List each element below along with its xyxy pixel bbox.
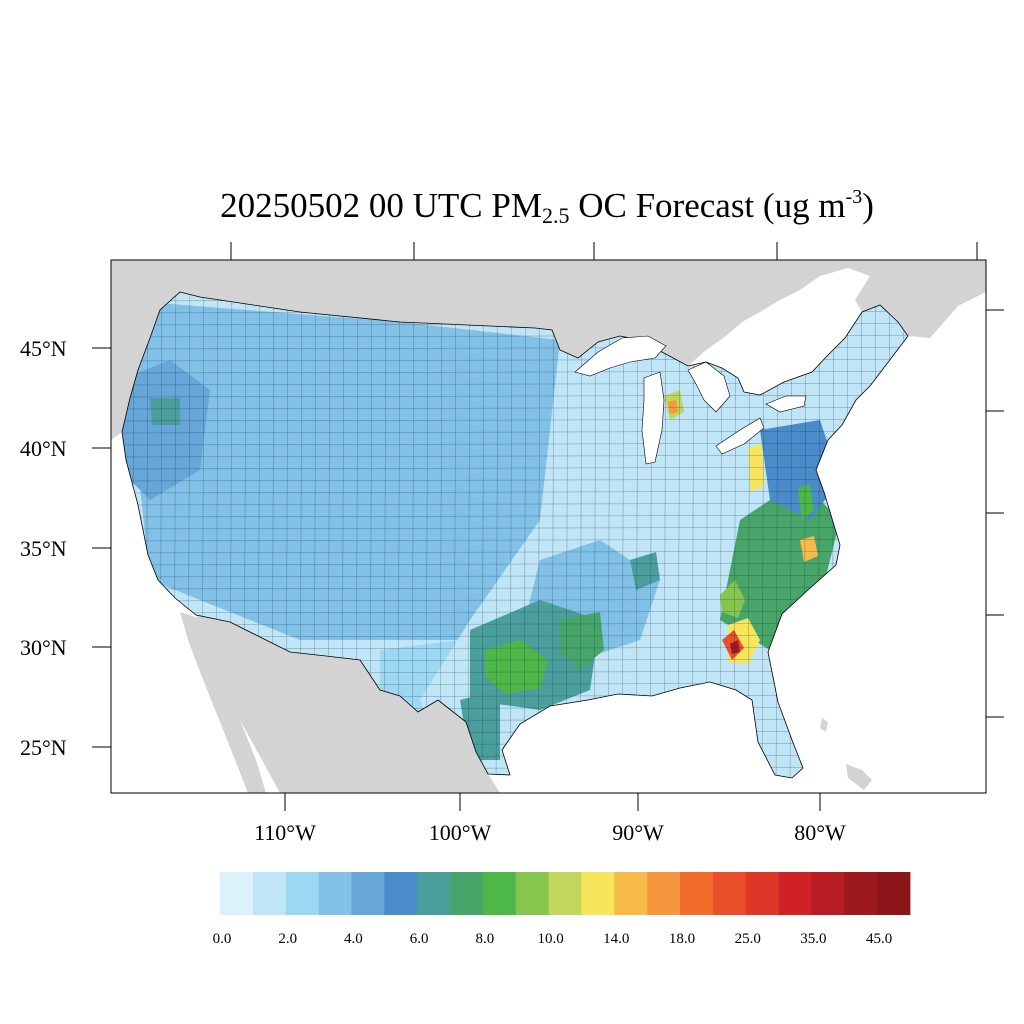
colorbar-labels: 0.0 2.0 4.0 6.0 8.0 10.0 14.0 18.0 25.0 35.0 45.0	[213, 931, 893, 947]
mexico-landmass	[196, 615, 500, 793]
title-middle: OC Forecast (ug m	[569, 186, 846, 225]
lon-label-80w: 80°W	[794, 820, 846, 845]
colorbar-label-0: 0.0	[213, 931, 232, 947]
colorbar-label-1: 2.0	[278, 931, 297, 947]
concentration-zone-20	[560, 612, 604, 670]
lake-ontario	[765, 395, 807, 413]
colorbar-swatch-13	[647, 872, 681, 915]
colorbar-swatch-1	[252, 872, 287, 915]
baja-peninsula	[180, 612, 266, 793]
colorbar-swatch-20	[877, 872, 911, 915]
concentration-zone-11	[720, 580, 745, 618]
colorbar-swatch-0	[220, 872, 254, 915]
colorbar-swatch-18	[811, 872, 845, 915]
lon-label-90w: 90°W	[612, 820, 664, 845]
colorbar-swatch-7	[450, 872, 484, 915]
colorbar-swatch-5	[384, 872, 418, 915]
cuba-island	[846, 764, 872, 790]
colorbar-label-10: 45.0	[866, 931, 892, 947]
colorbar-swatch-16	[745, 872, 779, 915]
bahamas-islands	[820, 718, 828, 732]
colorbar-swatch-14	[680, 872, 714, 915]
colorbar-swatch-8	[482, 872, 517, 915]
lake-erie	[715, 417, 765, 455]
axis-ticks	[92, 242, 1004, 811]
lat-label-40n: 40°N	[20, 436, 67, 461]
lat-label-45n: 45°N	[20, 336, 67, 361]
concentration-zone-4	[150, 398, 180, 425]
concentration-zone-22	[122, 300, 560, 640]
lake-superior	[574, 335, 667, 377]
colorbar-swatch-11	[581, 872, 615, 915]
colorbar-label-5: 10.0	[537, 931, 563, 947]
concentration-zone-13	[800, 536, 818, 562]
canada-landmass	[111, 260, 986, 440]
lon-label-110w: 110°W	[254, 820, 316, 845]
colorbar-swatch-2	[285, 872, 319, 915]
concentration-zone-21	[630, 552, 660, 590]
lat-label-35n: 35°N	[20, 536, 67, 561]
colorbar-swatch-17	[778, 872, 812, 915]
concentration-zone-16	[730, 640, 740, 654]
lake-huron	[687, 361, 731, 413]
title-main: 20250502 00 UTC PM	[220, 186, 542, 225]
title-end: )	[862, 186, 874, 225]
colorbar	[220, 872, 911, 915]
colorbar-label-3: 6.0	[410, 931, 429, 947]
colorbar-label-9: 35.0	[800, 931, 826, 947]
colorbar-swatch-3	[318, 872, 352, 915]
colorbar-label-2: 4.0	[344, 931, 363, 947]
colorbar-swatch-12	[614, 872, 648, 915]
colorbar-label-6: 14.0	[603, 931, 629, 947]
colorbar-swatch-6	[417, 872, 451, 915]
colorbar-label-8: 25.0	[735, 931, 761, 947]
colorbar-swatch-19	[844, 872, 878, 915]
colorbar-swatch-15	[712, 872, 747, 915]
title-superscript: -3	[845, 186, 863, 208]
concentration-zone-17	[798, 484, 814, 520]
lon-label-100w: 100°W	[429, 820, 492, 845]
lat-label-25n: 25°N	[20, 735, 67, 760]
concentration-zone-3	[122, 360, 210, 500]
title-subscript: 2.5	[541, 203, 570, 228]
concentration-zone-8	[760, 420, 840, 520]
concentration-zone-10	[485, 640, 548, 694]
colorbar-label-7: 18.0	[669, 931, 695, 947]
county-boundaries	[122, 292, 908, 778]
lat-label-30n: 30°N	[20, 635, 67, 660]
concentration-zone-19	[748, 444, 764, 492]
colorbar-swatch-9	[515, 872, 549, 915]
colorbar-label-4: 8.0	[475, 931, 494, 947]
concentration-zone-18	[668, 400, 678, 414]
map-frame	[110, 259, 987, 794]
colorbar-swatch-10	[548, 872, 582, 915]
lake-michigan	[641, 371, 665, 465]
colorbar-swatch-4	[351, 872, 385, 915]
map-title: 20250502 00 UTC PM2.5 OC Forecast (ug m-…	[0, 186, 1024, 229]
